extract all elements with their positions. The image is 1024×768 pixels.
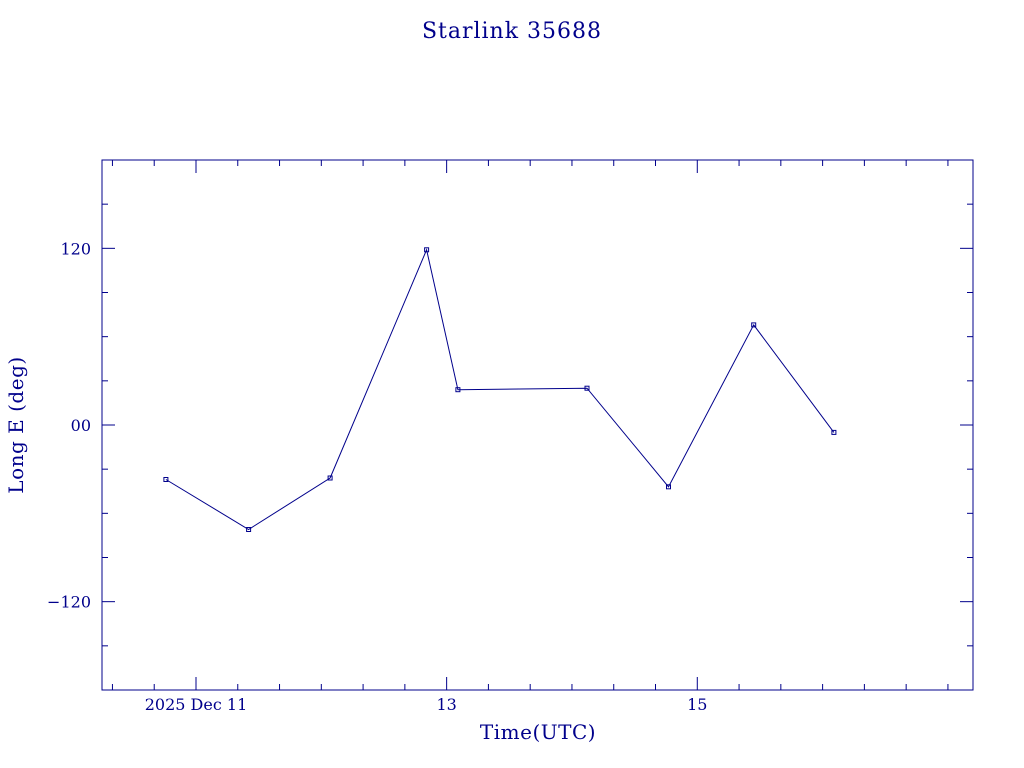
y-axis-label: Long E (deg) (4, 356, 28, 493)
data-point (163, 477, 169, 482)
plot-frame (101, 159, 974, 691)
data-point (455, 387, 461, 393)
data-point (584, 385, 590, 391)
x-tick-label: 13 (436, 695, 456, 714)
tick-marks (102, 160, 973, 690)
x-tick-label: 15 (687, 695, 707, 714)
x-axis-label: Time(UTC) (480, 720, 596, 744)
data-markers (163, 247, 837, 532)
data-point (246, 527, 252, 532)
data-point (751, 322, 757, 328)
chart-title: Starlink 35688 (422, 19, 602, 44)
y-tick-label: 00 (71, 416, 91, 435)
y-tick-label: −120 (47, 593, 91, 612)
series-line (165, 248, 835, 531)
y-tick-label: 120 (60, 239, 91, 258)
data-point (666, 484, 671, 490)
data-point (424, 247, 430, 253)
data-point (327, 475, 333, 481)
tick-labels: 120 00 −120 2025 Dec 11 13 15 (47, 239, 707, 714)
x-tick-label: 2025 Dec 11 (145, 695, 248, 714)
data-point (831, 429, 837, 435)
